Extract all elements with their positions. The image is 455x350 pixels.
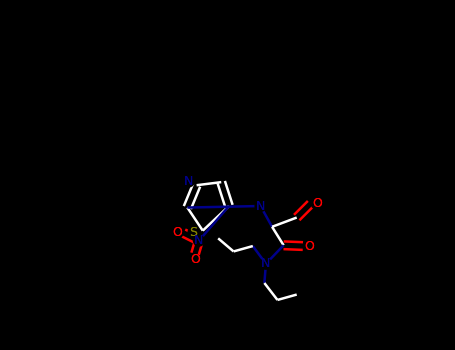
Text: O: O xyxy=(312,197,322,210)
Text: N: N xyxy=(261,257,271,270)
Text: N: N xyxy=(256,199,265,212)
Text: N: N xyxy=(261,257,271,270)
Text: O: O xyxy=(304,239,314,253)
Circle shape xyxy=(183,176,194,187)
Circle shape xyxy=(188,227,199,238)
Text: O: O xyxy=(190,253,200,266)
Circle shape xyxy=(311,198,322,209)
Circle shape xyxy=(261,258,271,269)
Circle shape xyxy=(193,235,204,246)
Text: O: O xyxy=(172,226,182,239)
Text: N: N xyxy=(194,234,203,247)
Text: N: N xyxy=(256,199,265,212)
Text: N: N xyxy=(194,234,203,247)
Text: O: O xyxy=(304,239,314,253)
Text: O: O xyxy=(312,197,322,210)
Text: N: N xyxy=(184,175,193,188)
Text: S: S xyxy=(190,226,197,239)
Text: N: N xyxy=(184,175,193,188)
Text: O: O xyxy=(172,226,182,239)
Circle shape xyxy=(303,241,314,251)
Text: O: O xyxy=(190,253,200,266)
Text: S: S xyxy=(190,226,197,239)
Circle shape xyxy=(190,254,201,265)
Circle shape xyxy=(172,228,183,238)
Circle shape xyxy=(255,201,266,211)
